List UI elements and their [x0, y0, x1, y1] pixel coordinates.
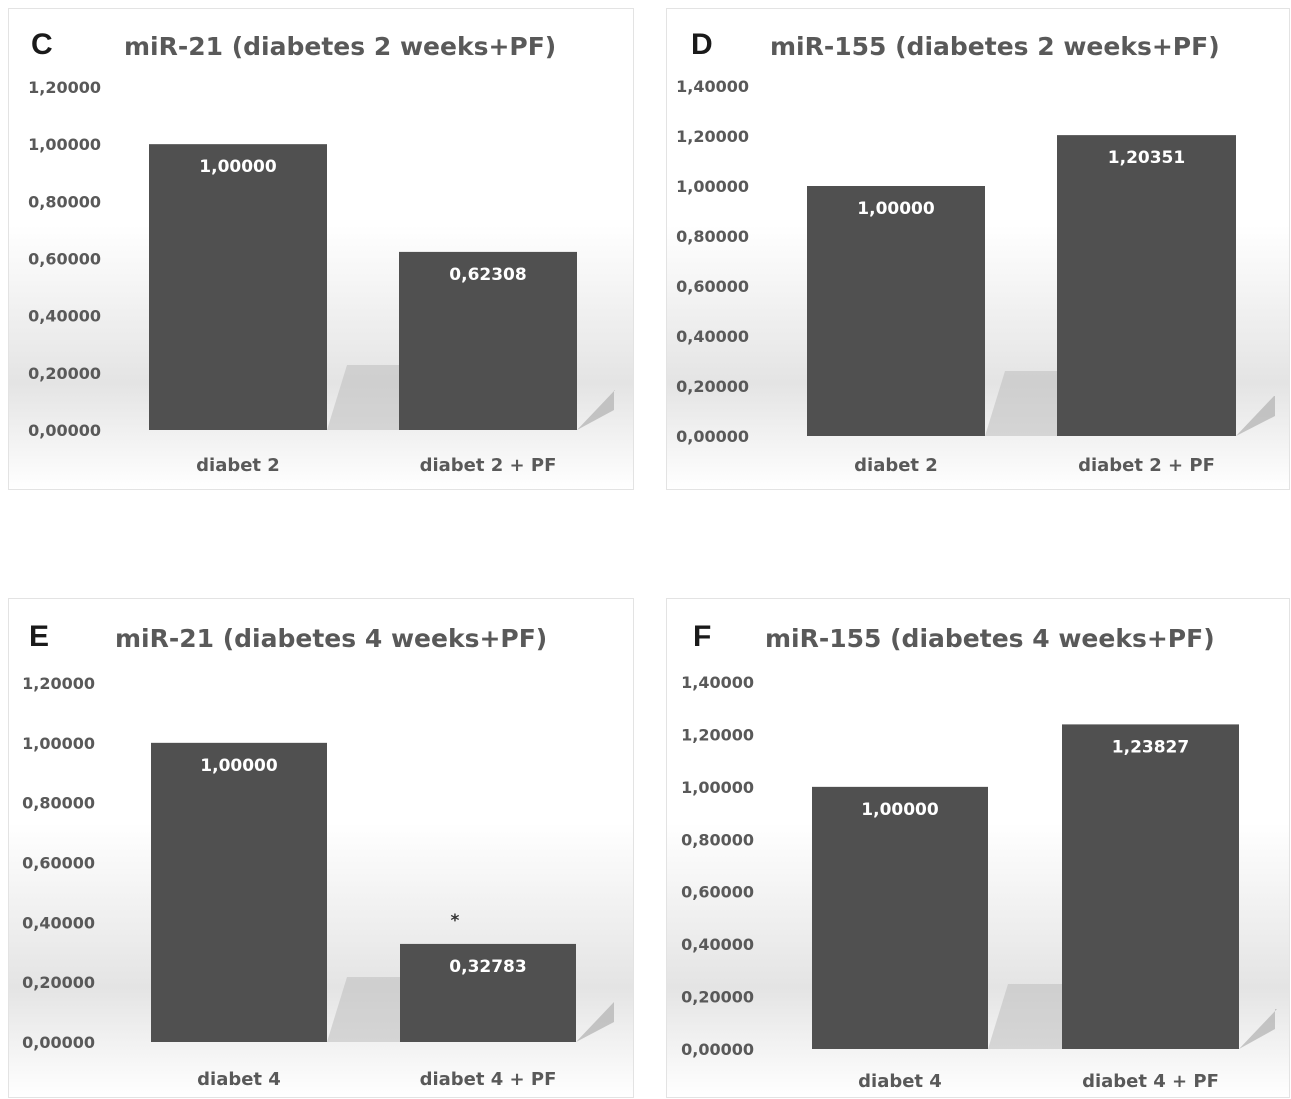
chart-panel-f: F miR-155 (diabetes 4 weeks+PF) 0,00000 0… — [666, 598, 1290, 1098]
panel-letter: D — [691, 28, 713, 61]
bar-value-label: 1,20351 — [1108, 148, 1185, 168]
x-category-label: diabet 2 — [196, 455, 280, 476]
bar-value-label: 1,23827 — [1112, 737, 1189, 757]
y-tick-label: 0,40000 — [681, 935, 754, 954]
chart-title: miR-21 (diabetes 4 weeks+PF) — [115, 624, 547, 653]
y-tick-label: 0,40000 — [676, 327, 749, 346]
x-axis-categories: diabet 2 diabet 2 + PF — [196, 455, 556, 476]
bar — [1057, 135, 1236, 436]
y-tick-label: 0,40000 — [22, 913, 95, 932]
bar — [399, 251, 577, 430]
y-tick-label: 1,20000 — [28, 78, 101, 97]
bar — [812, 786, 988, 1049]
bars — [812, 724, 1239, 1049]
x-category-label: diabet 4 + PF — [420, 1069, 557, 1090]
x-category-label: diabet 2 — [854, 455, 938, 476]
y-tick-label: 0,00000 — [28, 421, 101, 440]
bar-shadow — [576, 1002, 614, 1042]
y-tick-label: 0,20000 — [681, 988, 754, 1007]
y-tick-label: 1,40000 — [676, 77, 749, 96]
bar-value-label: 1,00000 — [861, 800, 939, 820]
y-tick-label: 1,00000 — [22, 734, 95, 753]
x-category-label: diabet 4 — [197, 1069, 281, 1090]
bar-value-labels: 1,00000 0,32783 — [200, 756, 526, 977]
y-tick-label: 0,80000 — [681, 830, 754, 849]
bar — [1062, 724, 1239, 1049]
bar — [149, 144, 327, 430]
bar-value-label: 0,62308 — [449, 265, 526, 285]
x-axis-categories: diabet 4 diabet 4 + PF — [858, 1071, 1219, 1092]
y-tick-label: 1,00000 — [681, 778, 754, 797]
y-tick-label: 1,00000 — [676, 177, 749, 196]
significance-marker: * — [451, 911, 460, 931]
bar — [807, 186, 985, 436]
y-tick-label: 1,00000 — [28, 135, 101, 154]
chart-panel-c: C miR-21 (diabetes 2 weeks+PF) 0,00000 0,… — [8, 8, 634, 490]
panel-letter: E — [29, 620, 49, 653]
bars — [151, 742, 576, 1042]
y-tick-label: 1,20000 — [676, 127, 749, 146]
bar-value-label: 1,00000 — [857, 199, 935, 219]
y-tick-label: 0,60000 — [22, 854, 95, 873]
y-tick-label: 0,80000 — [22, 794, 95, 813]
x-category-label: diabet 4 + PF — [1082, 1071, 1219, 1092]
bar-value-label: 1,00000 — [199, 157, 277, 177]
y-tick-label: 0,20000 — [22, 973, 95, 992]
x-category-label: diabet 2 + PF — [420, 455, 557, 476]
x-axis-categories: diabet 2 diabet 2 + PF — [854, 455, 1215, 476]
y-tick-label: 0,00000 — [676, 427, 749, 446]
y-tick-label: 0,00000 — [681, 1040, 754, 1059]
bar-shadow — [1239, 1009, 1277, 1049]
chart-title: miR-155 (diabetes 2 weeks+PF) — [770, 32, 1220, 61]
bar-value-label: 0,32783 — [449, 957, 526, 977]
bar-value-labels: 1,00000 0,62308 — [199, 157, 526, 285]
panel-letter: F — [693, 620, 711, 653]
y-axis-ticks: 0,00000 0,20000 0,40000 0,60000 0,80000 1,000… — [28, 78, 101, 440]
y-tick-label: 0,60000 — [676, 277, 749, 296]
bar-value-labels: 1,00000 1,23827 — [861, 737, 1189, 819]
x-category-label: diabet 4 — [858, 1071, 942, 1092]
y-axis-ticks: 0,00000 0,20000 0,40000 0,60000 0,80000 1,000… — [676, 77, 749, 446]
y-tick-label: 0,20000 — [676, 377, 749, 396]
y-axis-ticks: 0,00000 0,20000 0,40000 0,60000 0,80000 1,000… — [22, 674, 95, 1052]
x-axis-categories: diabet 4 diabet 4 + PF — [197, 1069, 556, 1090]
bars — [807, 135, 1236, 436]
chart-title: miR-155 (diabetes 4 weeks+PF) — [765, 624, 1215, 653]
bars — [149, 144, 577, 430]
chart-panel-e: E miR-21 (diabetes 4 weeks+PF) 0,00000 0,… — [8, 598, 634, 1098]
y-tick-label: 0,60000 — [681, 883, 754, 902]
y-tick-label: 1,20000 — [22, 674, 95, 693]
y-tick-label: 0,80000 — [28, 192, 101, 211]
bar-value-labels: 1,00000 1,20351 — [857, 148, 1185, 219]
bar-chart-c: C miR-21 (diabetes 2 weeks+PF) 0,000000,… — [28, 28, 615, 476]
bar — [400, 943, 576, 1042]
y-tick-label: 1,20000 — [681, 725, 754, 744]
chart-title: miR-21 (diabetes 2 weeks+PF) — [124, 32, 556, 61]
bar-value-label: 1,00000 — [200, 756, 278, 776]
bar — [151, 742, 327, 1042]
y-tick-label: 0,00000 — [22, 1033, 95, 1052]
x-category-label: diabet 2 + PF — [1078, 455, 1215, 476]
bar-chart-e: E miR-21 (diabetes 4 weeks+PF) 0,000000,… — [22, 620, 614, 1090]
bar-chart-d: D miR-155 (diabetes 2 weeks+PF) 0,000000… — [676, 28, 1275, 476]
y-tick-label: 0,40000 — [28, 307, 101, 326]
y-tick-label: 0,60000 — [28, 250, 101, 269]
chart-panel-d: D miR-155 (diabetes 2 weeks+PF) 0,00000 0… — [666, 8, 1290, 490]
y-axis-ticks: 0,00000 0,20000 0,40000 0,60000 0,80000 1,000… — [681, 673, 754, 1059]
bar-chart-f: F miR-155 (diabetes 4 weeks+PF) 0,000000… — [681, 620, 1277, 1092]
y-tick-label: 0,20000 — [28, 364, 101, 383]
y-tick-label: 1,40000 — [681, 673, 754, 692]
bar-shadow — [577, 390, 615, 430]
panel-letter: C — [31, 28, 53, 61]
bar-shadow — [1236, 396, 1275, 436]
annotations: * — [451, 911, 460, 931]
y-tick-label: 0,80000 — [676, 227, 749, 246]
